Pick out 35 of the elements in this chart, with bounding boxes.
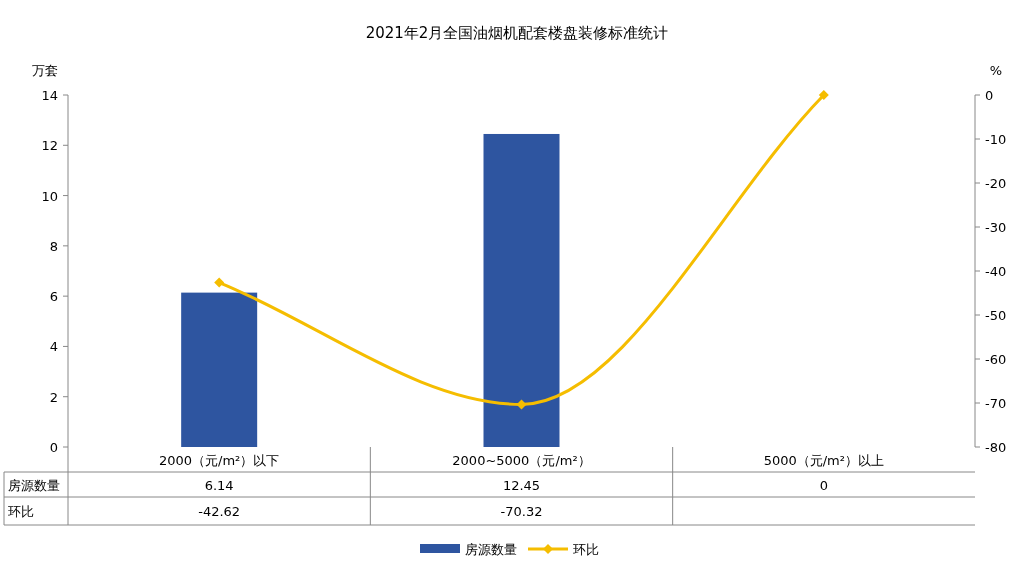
y2-tick-label: -70	[985, 396, 1007, 411]
chart-title: 2021年2月全国油烟机配套楼盘装修标准统计	[365, 24, 669, 42]
y2-axis-title: %	[989, 63, 1003, 78]
x-tick-label: 2000（元/m²）以下	[158, 453, 280, 468]
y2-tick-label: -20	[985, 176, 1007, 191]
y2-tick-label: 0	[985, 88, 994, 103]
data-label: 0	[819, 477, 828, 493]
y-tick-label: 4	[49, 339, 58, 355]
data-label: 6.14	[204, 477, 234, 493]
y-tick-label: 8	[49, 238, 58, 254]
y2-tick-label: -50	[985, 308, 1007, 323]
y2-tick-label: -80	[985, 440, 1007, 455]
y2-tick-label: -30	[985, 220, 1007, 235]
legend-label: 环比	[573, 542, 599, 557]
data-label: -42.62	[198, 504, 241, 519]
y-tick-label: 2	[49, 389, 58, 405]
x-tick-label: 2000~5000（元/m²）	[452, 453, 591, 468]
data-label: 12.45	[502, 477, 541, 493]
text: 环比	[8, 504, 34, 519]
x-tick-label: 5000（元/m²）以上	[763, 453, 885, 468]
y2-tick-label: -60	[985, 352, 1007, 367]
y2-tick-label: -10	[985, 132, 1007, 147]
y2-tick-label: -40	[985, 264, 1007, 279]
point	[818, 90, 829, 100]
y-tick-label: 12	[41, 138, 58, 154]
text: 房源数量	[8, 477, 60, 493]
y-tick-label: 0	[49, 440, 58, 455]
data-label: -70.32	[500, 504, 543, 519]
y-tick-label: 10	[41, 188, 58, 204]
legend-label: 房源数量	[465, 542, 517, 557]
y-tick-label: 14	[41, 88, 58, 103]
point	[516, 399, 527, 410]
y-axis-title: 万套	[32, 63, 58, 78]
y-tick-label: 6	[49, 289, 58, 305]
point	[214, 277, 225, 288]
